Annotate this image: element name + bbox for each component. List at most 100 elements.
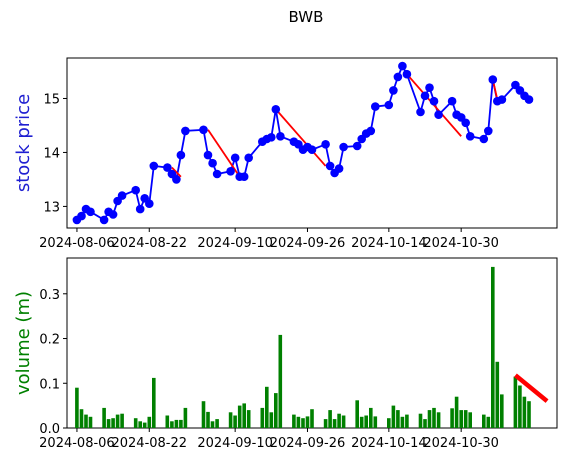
volume-bar bbox=[111, 418, 115, 428]
price-xtick-label: 2024-09-10 bbox=[197, 236, 273, 251]
volume-ytick-label: 0.0 bbox=[39, 422, 60, 437]
volume-bar bbox=[165, 415, 170, 428]
volume-bar bbox=[364, 415, 368, 428]
price-point bbox=[77, 211, 86, 221]
volume-bar bbox=[210, 421, 215, 428]
volume-bar bbox=[292, 414, 296, 428]
volume-bar bbox=[332, 419, 337, 428]
price-point bbox=[497, 95, 507, 104]
volume-bar bbox=[106, 419, 111, 428]
volume-bar bbox=[115, 414, 120, 428]
volume-bar bbox=[265, 386, 269, 428]
volume-bar bbox=[468, 412, 472, 428]
price-point bbox=[416, 107, 425, 117]
price-point bbox=[352, 141, 362, 151]
price-point bbox=[334, 164, 344, 173]
volume-ytick-label: 0.3 bbox=[39, 288, 60, 303]
volume-bar bbox=[518, 385, 522, 428]
price-point bbox=[181, 126, 190, 136]
volume-bar bbox=[269, 412, 274, 428]
volume-bar bbox=[133, 418, 138, 428]
price-ylabel: stock price bbox=[13, 94, 34, 192]
price-point bbox=[267, 133, 276, 142]
price-point bbox=[384, 100, 394, 110]
volume-bar bbox=[391, 405, 396, 428]
price-plot-frame bbox=[66, 57, 558, 229]
volume-bar bbox=[260, 407, 265, 428]
volume-bar bbox=[174, 419, 179, 428]
volume-bar bbox=[463, 410, 468, 428]
volume-chart: 0.0 0.1 0.2 0.3 volume (m) 2024-08-062024-08-… bbox=[13, 257, 558, 451]
price-point bbox=[135, 204, 145, 214]
volume-bar bbox=[323, 419, 328, 428]
volume-bar bbox=[459, 410, 463, 428]
price-point bbox=[226, 167, 235, 176]
volume-bar bbox=[206, 411, 210, 428]
volume-bar bbox=[215, 419, 219, 428]
volume-bar bbox=[233, 415, 237, 428]
price-point bbox=[212, 169, 222, 179]
volume-bar bbox=[242, 403, 246, 428]
price-point bbox=[86, 207, 95, 217]
volume-xtick-label: 2024-09-26 bbox=[270, 436, 346, 451]
price-ytick-label: 15 bbox=[43, 92, 60, 107]
price-point bbox=[389, 86, 398, 95]
volume-bar bbox=[337, 413, 341, 428]
volume-bar bbox=[102, 407, 106, 428]
price-point bbox=[163, 163, 172, 172]
price-point bbox=[176, 150, 186, 160]
volume-bar bbox=[405, 414, 409, 428]
volume-bar bbox=[486, 416, 491, 428]
volume-bar bbox=[75, 387, 79, 428]
price-point bbox=[524, 95, 534, 104]
volume-bar bbox=[450, 408, 454, 428]
price-point bbox=[149, 161, 159, 171]
price-point bbox=[239, 172, 249, 181]
volume-bar bbox=[79, 409, 84, 428]
price-point bbox=[371, 102, 380, 111]
price-point bbox=[398, 61, 407, 71]
volume-xtick-label: 2024-08-22 bbox=[111, 436, 187, 451]
volume-bar bbox=[237, 405, 242, 428]
volume-xtick-label: 2024-09-10 bbox=[197, 436, 273, 451]
price-point bbox=[108, 210, 118, 219]
volume-bar bbox=[500, 394, 504, 428]
volume-highlight-segment bbox=[513, 373, 549, 403]
price-ytick-label: 14 bbox=[43, 146, 60, 161]
price-point bbox=[271, 105, 281, 114]
volume-bar bbox=[120, 413, 124, 428]
price-point bbox=[425, 83, 434, 92]
price-point bbox=[276, 132, 285, 141]
volume-bar bbox=[296, 416, 301, 428]
volume-bar bbox=[427, 410, 432, 428]
volume-bar bbox=[355, 400, 359, 428]
volume-bar bbox=[432, 407, 436, 428]
price-point bbox=[321, 140, 330, 149]
price-highlight-segment bbox=[275, 108, 327, 167]
price-point bbox=[447, 96, 457, 106]
price-xtick-label: 2024-09-26 bbox=[270, 236, 346, 251]
price-point bbox=[484, 126, 493, 136]
volume-bar bbox=[142, 422, 147, 428]
price-point bbox=[465, 132, 475, 141]
price-point bbox=[117, 191, 127, 200]
volume-ylabel: volume (m) bbox=[13, 291, 34, 395]
volume-bar bbox=[495, 361, 500, 428]
volume-bar bbox=[278, 334, 283, 428]
price-point bbox=[307, 145, 317, 154]
volume-xtick-label: 2024-08-06 bbox=[39, 436, 115, 451]
volume-bar bbox=[482, 414, 486, 428]
volume-bar bbox=[387, 418, 391, 428]
volume-plot-frame bbox=[66, 257, 558, 429]
volume-bar bbox=[513, 376, 518, 428]
chart-title: BWB bbox=[289, 8, 324, 26]
volume-bar bbox=[328, 410, 332, 428]
price-point bbox=[99, 215, 109, 225]
price-highlight-segment bbox=[171, 166, 182, 178]
volume-ytick-label: 0.1 bbox=[39, 377, 60, 392]
price-ytick-label: 13 bbox=[43, 200, 60, 215]
volume-bar bbox=[179, 419, 183, 428]
volume-bar bbox=[274, 393, 278, 428]
volume-bar bbox=[527, 401, 531, 428]
